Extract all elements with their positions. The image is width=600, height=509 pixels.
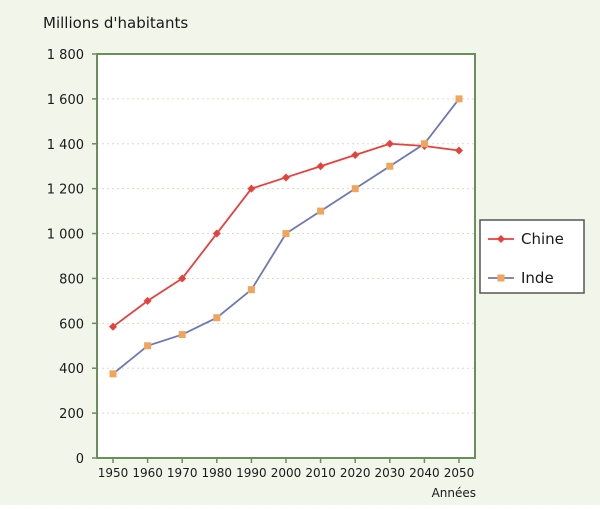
- x-tick-label: 2010: [305, 466, 336, 480]
- data-point: [455, 95, 463, 103]
- plot-area: [97, 54, 475, 458]
- x-tick-label: 1980: [202, 466, 233, 480]
- y-tick-label: 800: [59, 272, 84, 287]
- plot-frame: [96, 53, 476, 459]
- y-tick-label: 1 000: [47, 228, 84, 243]
- x-tick-label: 2000: [271, 466, 302, 480]
- data-point: [351, 185, 359, 193]
- data-point: [247, 286, 255, 294]
- x-tick-label: 1990: [236, 466, 267, 480]
- data-point: [144, 342, 152, 350]
- y-tick-label: 200: [59, 407, 84, 422]
- data-point: [385, 139, 394, 148]
- y-axis-ticks: 0 200 400 600 800 1 000 1 200 1 400 1 600 1 800: [47, 48, 97, 467]
- data-point: [316, 162, 325, 171]
- data-point: [420, 140, 428, 148]
- y-tick-label: 0: [76, 452, 84, 467]
- data-point: [109, 322, 117, 331]
- legend-label: Inde: [521, 269, 554, 287]
- data-point: [455, 146, 463, 155]
- gridlines: [97, 98, 475, 414]
- data-point: [282, 230, 290, 238]
- y-tick-label: 1 800: [47, 48, 84, 63]
- x-tick-label: 2050: [444, 466, 475, 480]
- x-tick-label: 1970: [167, 466, 198, 480]
- data-point: [213, 314, 221, 322]
- data-point: [178, 274, 187, 283]
- y-tick-label: 1 600: [47, 93, 84, 108]
- legend: Chine Inde: [479, 219, 585, 294]
- legend-box: [479, 219, 585, 294]
- y-axis-label: Millions d'habitants: [43, 14, 188, 32]
- legend-marker: [497, 274, 505, 282]
- series-chine: [109, 139, 463, 331]
- data-point: [386, 162, 394, 170]
- y-tick-label: 600: [59, 317, 84, 332]
- y-tick-label: 1 400: [47, 138, 84, 153]
- data-point: [282, 173, 290, 182]
- x-tick-label: 2040: [409, 466, 440, 480]
- x-tick-label: 1950: [98, 466, 129, 480]
- x-tick-label: 2020: [340, 466, 371, 480]
- x-tick-label: 2030: [375, 466, 406, 480]
- data-point: [178, 331, 186, 339]
- data-point: [317, 207, 325, 215]
- data-point: [247, 184, 256, 193]
- y-tick-label: 1 200: [47, 183, 84, 198]
- legend-label: Chine: [521, 230, 564, 248]
- data-point: [351, 151, 360, 159]
- data-point: [109, 370, 117, 378]
- x-axis-ticks: 1950 1960 1970 1980 1990 2000 2010 2020 2030 2040…: [98, 458, 475, 480]
- data-point: [212, 229, 221, 238]
- x-axis-label: Années: [432, 486, 476, 500]
- legend-marker: [497, 235, 505, 243]
- series-inde: [109, 95, 463, 378]
- y-tick-label: 400: [59, 362, 84, 377]
- x-tick-label: 1960: [132, 466, 163, 480]
- series-group: [109, 95, 463, 378]
- data-point: [143, 296, 152, 305]
